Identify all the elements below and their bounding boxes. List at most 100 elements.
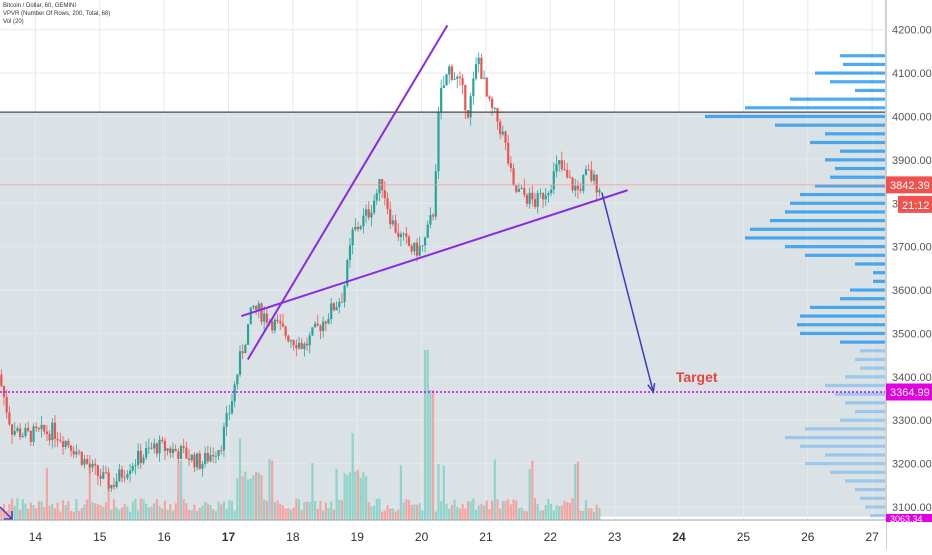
candle-body	[265, 313, 268, 323]
volume-bar	[458, 508, 462, 520]
wedge-lower-trendline	[241, 189, 628, 318]
volume-bar	[308, 501, 311, 520]
vpvr-bar	[797, 323, 885, 327]
candle-body	[279, 321, 282, 324]
candle-body	[560, 160, 563, 170]
volume-bar	[128, 511, 132, 520]
volume-bar	[131, 501, 134, 520]
candle-body	[571, 177, 574, 191]
volume-bar	[464, 508, 467, 520]
candle-body	[72, 450, 75, 455]
volume-bar	[300, 510, 303, 520]
volume-bar	[45, 468, 49, 520]
volume-bar	[281, 505, 285, 520]
y-tick-label: 3100.00	[892, 502, 932, 514]
candle-body	[391, 220, 394, 225]
volume-bar	[367, 502, 370, 520]
volume-bar	[137, 510, 140, 520]
volume-bar	[407, 499, 411, 520]
volume-bar	[469, 501, 472, 520]
volume-bar	[265, 500, 268, 520]
volume-bar	[112, 499, 116, 520]
candle-body	[182, 445, 185, 448]
candle-body	[96, 465, 99, 476]
candle-body	[590, 169, 593, 181]
volume-bar	[472, 498, 475, 520]
vpvr-bar	[850, 288, 885, 292]
vpvr-bar	[825, 453, 885, 457]
candle-body	[550, 189, 553, 194]
volume-bar	[78, 510, 81, 520]
symbol-title[interactable]: Bitcoin / Dollar, 60, GEMINI	[3, 3, 77, 9]
time-axis-bg	[0, 520, 886, 550]
candle-body	[544, 195, 547, 200]
vpvr-bar	[805, 461, 885, 466]
candle-body	[386, 198, 389, 210]
x-tick-label: 23	[608, 530, 622, 544]
candle-body	[383, 190, 386, 199]
candle-body	[94, 463, 97, 466]
candle-body	[592, 174, 596, 181]
candle-body	[206, 453, 209, 462]
volume-bar	[40, 501, 43, 520]
vpvr-bar	[860, 366, 885, 370]
vpvr-bar	[840, 418, 885, 422]
volume-indicator-label[interactable]: Vol (20)	[3, 19, 24, 25]
x-tick-label: 16	[157, 530, 171, 544]
background-layer	[0, 112, 885, 517]
y-tick-label: 4200.00	[892, 25, 932, 37]
vpvr-bar	[840, 340, 885, 344]
candle-body	[426, 224, 429, 238]
volume-bar	[480, 503, 483, 520]
volume-bar	[541, 510, 545, 520]
candle-body	[466, 110, 470, 118]
volume-bar	[59, 511, 62, 520]
volume-bar	[279, 503, 282, 520]
volume-bar	[491, 500, 494, 520]
vpvr-bar	[845, 375, 885, 379]
vpvr-indicator-label[interactable]: VPVR (Number Of Rows, 200, Total, 68)	[3, 11, 111, 17]
volume-bar	[13, 506, 16, 520]
vpvr-bar	[815, 184, 885, 188]
volume-bar	[324, 502, 327, 520]
volume-bar	[126, 506, 129, 520]
volume-bar	[584, 500, 588, 520]
candle-body	[5, 397, 8, 413]
candle-body	[78, 451, 81, 453]
volume-bar	[153, 503, 156, 520]
volume-bar	[440, 501, 443, 520]
volume-bar	[563, 500, 566, 520]
volume-bar	[217, 501, 220, 520]
drawing-tools[interactable]	[0, 24, 885, 520]
candle-body	[563, 169, 566, 171]
x-tick-label: 22	[544, 530, 558, 544]
price-axis[interactable]: 3100.00 3200.00 3300.00 3400.00 3500.00 3600.…	[885, 0, 932, 550]
volume-profile-visible-range	[705, 54, 885, 518]
vpvr-bar	[843, 62, 885, 67]
volume-bar	[515, 500, 518, 520]
time-axis[interactable]: 14 15 16 17 18 19 20 21 22 23 24 25 26 27	[0, 519, 886, 550]
vpvr-bar	[800, 444, 885, 448]
candle-body	[128, 470, 132, 475]
volume-bar	[51, 503, 54, 520]
volume-bar	[568, 503, 571, 520]
candle-body	[201, 464, 204, 469]
volume-bar	[456, 506, 459, 520]
volume-bar	[442, 465, 445, 520]
volume-bar	[383, 510, 386, 520]
price-axis-bg	[886, 0, 932, 550]
candle-body	[150, 447, 153, 449]
volume-bar	[399, 465, 403, 520]
candle-body	[456, 76, 459, 79]
countdown-label: 21:12	[902, 200, 930, 212]
volume-bar	[287, 508, 290, 520]
vpvr-bar	[775, 123, 885, 127]
candle-body	[539, 192, 542, 194]
volume-bar	[499, 508, 502, 520]
candle-body	[214, 455, 217, 457]
candle-body	[86, 459, 89, 464]
x-tick-label: 21	[479, 530, 493, 544]
projection-arrow	[601, 192, 655, 393]
volume-bar	[598, 507, 601, 520]
